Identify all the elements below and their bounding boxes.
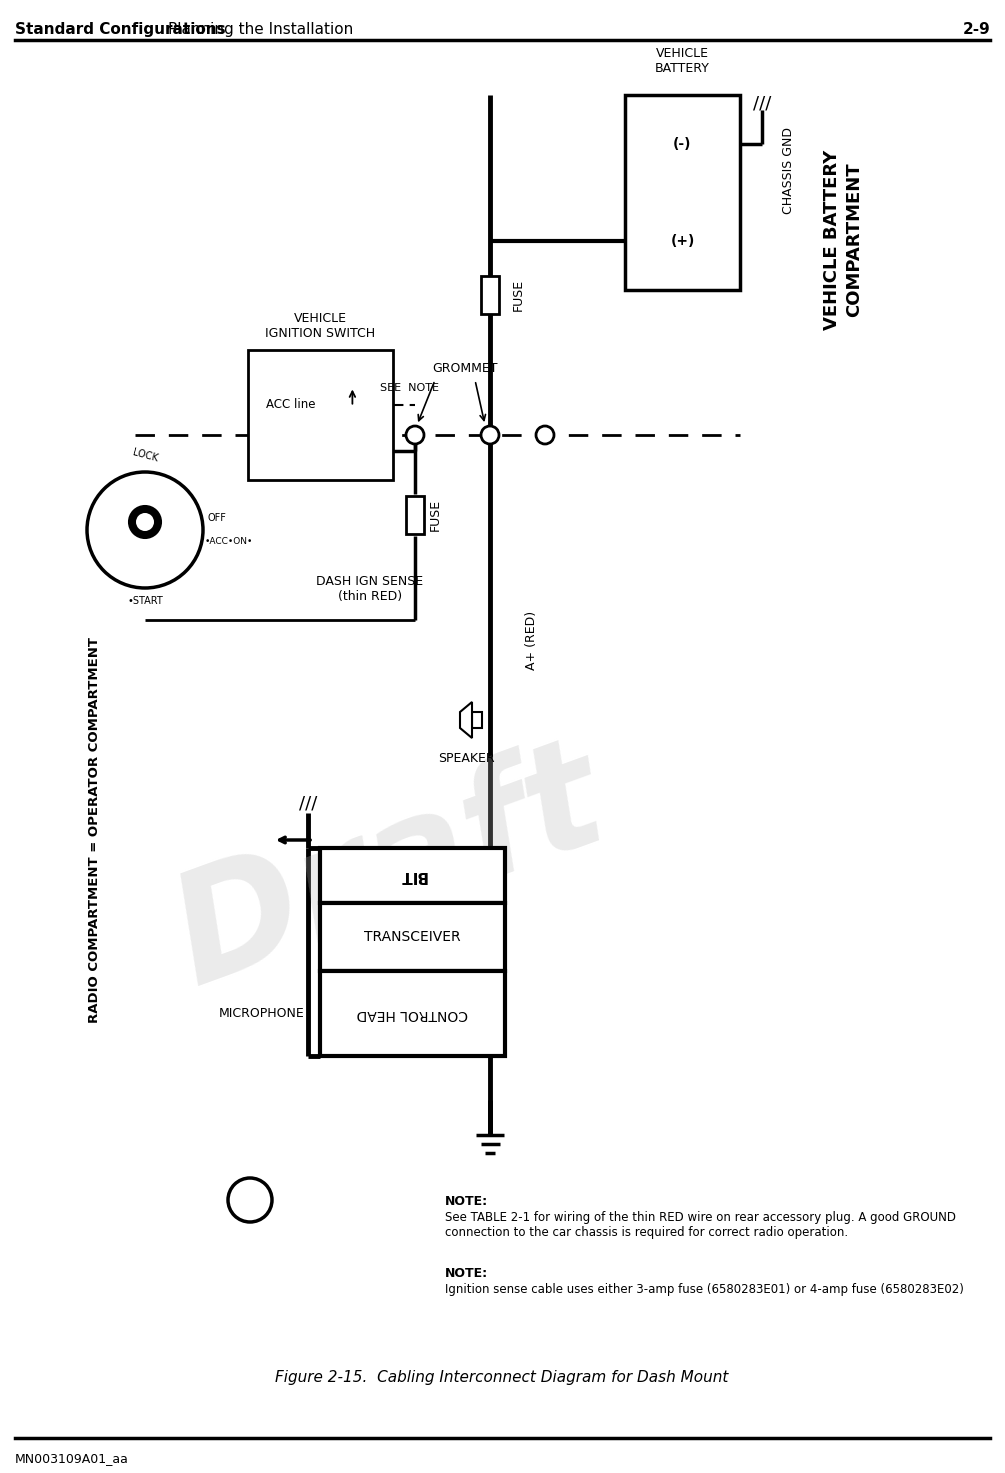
Text: Draft: Draft	[156, 723, 624, 1016]
Text: CONTROL HEAD: CONTROL HEAD	[357, 1006, 468, 1021]
Bar	[406, 496, 424, 535]
Text: Standard Configurations: Standard Configurations	[15, 22, 226, 37]
Text: Planning the Installation: Planning the Installation	[168, 22, 353, 37]
Circle shape	[228, 1178, 272, 1223]
Bar	[481, 275, 499, 314]
Text: ///: ///	[753, 94, 771, 113]
Text: VEHICLE BATTERY
COMPARTMENT: VEHICLE BATTERY COMPARTMENT	[823, 150, 863, 330]
Text: FUSE: FUSE	[428, 499, 441, 532]
Text: •START: •START	[127, 597, 163, 605]
Circle shape	[87, 471, 203, 588]
Text: LOCK: LOCK	[132, 448, 159, 464]
Text: GROMMET: GROMMET	[432, 362, 497, 376]
Text: ///: ///	[298, 795, 318, 813]
Bar	[320, 848, 505, 903]
Text: Figure 2-15.  Cabling Interconnect Diagram for Dash Mount: Figure 2-15. Cabling Interconnect Diagra…	[275, 1370, 729, 1385]
Circle shape	[136, 513, 154, 530]
Text: 2-9: 2-9	[962, 22, 990, 37]
Text: CHASSIS GND: CHASSIS GND	[782, 127, 795, 214]
Circle shape	[481, 426, 499, 443]
Circle shape	[536, 426, 554, 443]
Bar	[472, 711, 482, 728]
Polygon shape	[460, 703, 472, 738]
Text: Ignition sense cable uses either 3-amp fuse (6580283E01) or 4-amp fuse (6580283E: Ignition sense cable uses either 3-amp f…	[445, 1283, 964, 1296]
Text: ACC line: ACC line	[266, 398, 316, 411]
Text: •ACC•ON•: •ACC•ON•	[205, 538, 253, 546]
Text: OFF: OFF	[208, 513, 227, 523]
Text: NOTE:: NOTE:	[445, 1267, 488, 1280]
Text: VEHICLE
IGNITION SWITCH: VEHICLE IGNITION SWITCH	[265, 312, 376, 340]
Text: BIT: BIT	[399, 868, 426, 882]
Circle shape	[406, 426, 424, 443]
Text: NOTE:: NOTE:	[445, 1195, 488, 1208]
Text: SEE  NOTE: SEE NOTE	[380, 383, 438, 393]
Text: (-): (-)	[673, 137, 691, 150]
Bar	[248, 351, 393, 480]
Text: MN003109A01_aa: MN003109A01_aa	[15, 1452, 129, 1466]
Text: See TABLE 2-1 for wiring of the thin RED wire on rear accessory plug. A good GRO: See TABLE 2-1 for wiring of the thin RED…	[445, 1211, 956, 1239]
Text: SPEAKER: SPEAKER	[438, 753, 494, 764]
Circle shape	[129, 507, 161, 538]
Bar	[320, 903, 505, 971]
Text: A+ (RED): A+ (RED)	[525, 610, 538, 670]
Text: TRANSCEIVER: TRANSCEIVER	[364, 929, 461, 944]
Bar	[625, 94, 740, 290]
Text: FUSE: FUSE	[512, 278, 525, 311]
Text: RADIO COMPARTMENT = OPERATOR COMPARTMENT: RADIO COMPARTMENT = OPERATOR COMPARTMENT	[88, 636, 102, 1024]
Text: (+): (+)	[670, 234, 694, 249]
Bar	[320, 971, 505, 1056]
Text: MICROPHONE: MICROPHONE	[219, 1008, 305, 1019]
Text: DASH IGN SENSE
(thin RED): DASH IGN SENSE (thin RED)	[317, 574, 423, 602]
Text: VEHICLE
BATTERY: VEHICLE BATTERY	[655, 47, 710, 75]
